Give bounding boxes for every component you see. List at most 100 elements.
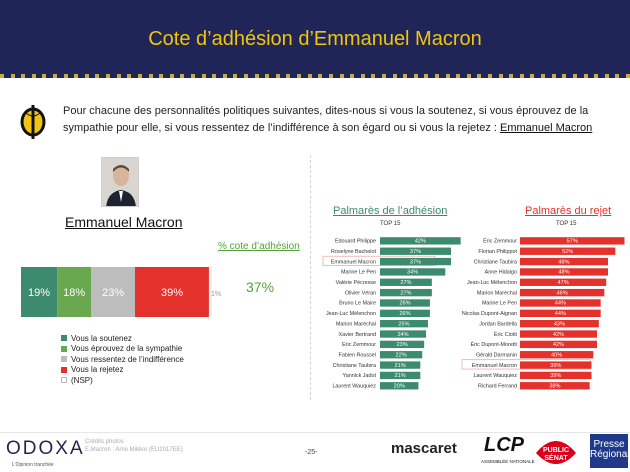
bar-category-label: Marion Maréchal <box>336 321 376 327</box>
bar <box>380 330 427 338</box>
bar-category-label: Fabien Roussel <box>339 352 376 358</box>
bar <box>380 288 432 297</box>
rejet-chart-title: Palmarès du rejet <box>525 205 612 217</box>
bar-category-label: Éric Zemmour <box>483 238 517 245</box>
bar <box>380 257 452 266</box>
header-dot <box>445 74 450 78</box>
legend-item: Vous éprouvez de la sympathie <box>61 344 184 354</box>
bar-value-label: 40% <box>551 352 562 358</box>
bar-value-label: 44% <box>555 311 566 317</box>
header-divider <box>0 74 630 78</box>
person-name: Emmanuel Macron <box>65 214 183 230</box>
bar-category-label: Edouard Philippe <box>335 239 376 245</box>
bar-value-label: 39% <box>550 363 561 369</box>
bar-value-label: 42% <box>553 342 564 348</box>
bar-value-label: 48% <box>558 259 569 265</box>
bar <box>520 278 607 286</box>
bar <box>380 371 421 380</box>
header-dot <box>615 74 620 78</box>
header-dot <box>456 74 461 78</box>
header-dot <box>360 74 365 78</box>
header-dot <box>318 74 323 78</box>
adhesion-pct-value: 37% <box>246 279 275 295</box>
bar-value-label: 57% <box>567 239 578 245</box>
bar-category-label: Jean-Luc Mélenchon <box>467 280 517 286</box>
header-dot <box>233 74 238 78</box>
header-dot <box>572 74 577 78</box>
header-dot <box>498 74 503 78</box>
bar <box>520 247 616 255</box>
bar <box>380 268 446 276</box>
header-dot <box>137 74 142 78</box>
adhesion-pct-label: % cote d’adhésion <box>218 241 300 252</box>
header-dot <box>509 74 514 78</box>
bar-value-label: 25% <box>398 321 409 327</box>
bar-value-label: 42% <box>553 332 564 338</box>
svg-text:PUBLIC: PUBLIC <box>543 447 569 454</box>
adhesion-chart-title: Palmarès de l’adhésion <box>333 205 448 217</box>
legend-label: (NSP) <box>71 375 93 385</box>
legend-swatch <box>61 366 67 373</box>
header-dot <box>403 74 408 78</box>
header-dot <box>53 74 58 78</box>
bar-value-label: 22% <box>396 352 407 358</box>
stacked-segment <box>208 267 212 317</box>
header-dot <box>307 74 312 78</box>
header-dot <box>328 74 333 78</box>
bar-value-label: 46% <box>557 290 568 296</box>
bar-category-label: Xavier Bertrand <box>339 332 376 338</box>
bar-category-label: Nicolas Dupont-Aignan <box>462 311 517 317</box>
bar-category-label: Marine Le Pen <box>341 270 376 276</box>
header-dot <box>254 74 259 78</box>
legend-swatch <box>61 335 67 341</box>
header-dot <box>551 74 556 78</box>
credits-detail: E.Macron : Arno Mikkor (EU2017EE) <box>85 447 183 453</box>
header-dot <box>583 74 588 78</box>
rejet-bar-chart: Éric Zemmour 57% Florian Philippot 52% Chris… <box>461 237 625 390</box>
bar-category-label: Christiane Taubira <box>474 259 517 265</box>
bar <box>520 309 601 317</box>
header-dot <box>477 74 482 78</box>
bar <box>520 299 601 307</box>
bar <box>380 309 430 317</box>
header-dot <box>222 74 227 78</box>
question-subject: Emmanuel Macron <box>499 122 593 134</box>
bar <box>520 257 608 266</box>
bar <box>380 237 461 245</box>
header-dot <box>562 74 567 78</box>
bar-value-label: 52% <box>562 249 573 255</box>
header-dot <box>84 74 89 78</box>
rejet-chart-subtitle: TOP 15 <box>556 221 577 227</box>
lcp-logo-sub: ASSEMBLÉE NATIONALE <box>481 459 535 464</box>
legend-swatch <box>61 345 67 352</box>
stacked-segment-label: 39% <box>161 287 183 299</box>
portrait-photo <box>101 157 139 207</box>
bar-value-label: 21% <box>395 363 406 369</box>
legend: Vous la soutenez Vous éprouvez de la sym… <box>61 333 184 386</box>
bar-category-label: Jordan Bardella <box>479 321 517 327</box>
bar <box>520 288 605 297</box>
bar <box>520 237 625 245</box>
header-dot <box>339 74 344 78</box>
bar-category-label: Emmanuel Macron <box>331 259 376 265</box>
stacked-bar-chart: 19% 18% 23% 39% 1% <box>21 267 221 317</box>
bar-category-label: Roselyne Bachelot <box>331 249 376 255</box>
bar <box>520 330 597 338</box>
credits-heading: Crédits photos <box>85 439 124 445</box>
stacked-segment <box>135 267 210 317</box>
bar-category-label: Emmanuel Macron <box>472 363 517 369</box>
header-dot <box>350 74 355 78</box>
bar-category-label: Bruno Le Maire <box>339 301 376 307</box>
header-dot <box>169 74 174 78</box>
header-dot <box>127 74 132 78</box>
bar-category-label: Éric Dupont-Moretti <box>471 341 517 348</box>
bar-value-label: 38% <box>549 384 560 390</box>
presse-regionale-logo: Presse Régionale <box>590 434 630 468</box>
header-band: Cote d’adhésion d’Emmanuel Macron <box>0 0 630 78</box>
odoxa-tagline: L’Opinion tranchée <box>12 462 54 468</box>
bar-value-label: 37% <box>410 259 421 265</box>
header-dot <box>190 74 195 78</box>
header-dot <box>488 74 493 78</box>
bar <box>520 361 592 369</box>
odoxa-mark-icon <box>20 105 46 139</box>
